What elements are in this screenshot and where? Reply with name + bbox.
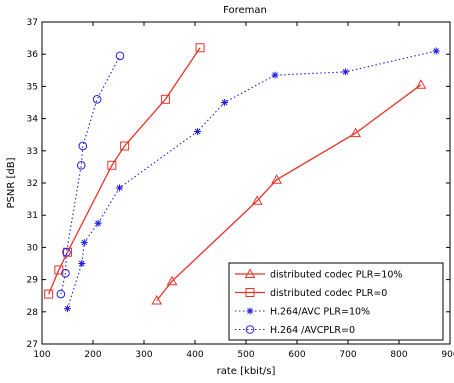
data-point-triangle (350, 127, 362, 138)
y-tick-label: 32 (27, 179, 38, 189)
y-tick-label: 35 (27, 82, 38, 92)
series-layer (44, 43, 440, 313)
data-point-square (120, 141, 130, 151)
x-tick-label: 200 (84, 350, 101, 360)
chart-title: Foreman (223, 5, 267, 16)
legend-label: distributed codec PLR=0 (270, 288, 387, 299)
y-tick-label: 28 (27, 308, 39, 318)
series-4 (56, 51, 125, 299)
data-point-star (271, 71, 279, 79)
legend-marker-square (245, 288, 255, 297)
x-tick-label: 600 (288, 350, 305, 360)
data-point-circle (62, 247, 71, 257)
data-point-circle (115, 51, 125, 61)
data-point-star (78, 260, 86, 267)
data-point-star (432, 47, 440, 55)
x-tick-label: 500 (237, 350, 254, 360)
x-tick-label: 400 (186, 350, 203, 360)
data-point-circle (61, 268, 70, 278)
series-1 (151, 79, 427, 305)
series-line (60, 55, 121, 295)
y-tick-label: 37 (27, 18, 38, 28)
x-tick-label: 100 (33, 350, 50, 360)
y-tick-label: 36 (27, 50, 39, 60)
series-2 (44, 43, 205, 299)
data-point-star (94, 219, 102, 227)
data-point-square (44, 289, 54, 299)
y-axis-label: PSNR [dB] (6, 157, 17, 208)
data-point-circle (76, 160, 86, 170)
data-point-circle (92, 94, 102, 104)
y-tick-label: 34 (27, 115, 39, 125)
data-point-square (160, 94, 170, 104)
legend-marker-triangle (244, 268, 256, 278)
legend-label: H.264/AVC PLR=10% (270, 307, 370, 318)
data-point-star (116, 184, 124, 192)
x-tick-label: 300 (135, 350, 152, 360)
legend-box (228, 262, 444, 341)
legend-label: distributed codec PLR=10% (270, 270, 402, 281)
data-point-triangle (166, 275, 178, 286)
data-point-triangle (415, 79, 427, 89)
x-tick-label: 900 (441, 350, 454, 360)
x-tick-label: 700 (339, 350, 356, 360)
legend-item: distributed codec PLR=10% (235, 268, 402, 281)
data-point-triangle (251, 195, 263, 205)
data-point-triangle (271, 174, 282, 184)
data-point-star (194, 127, 202, 135)
legend: distributed codec PLR=10% distributed cod… (228, 262, 444, 341)
data-point-star (221, 99, 229, 106)
data-point-circle (56, 289, 66, 299)
data-point-star (341, 68, 349, 76)
series-3 (64, 47, 440, 313)
series-line (48, 47, 201, 295)
y-tick-label: 31 (27, 211, 38, 221)
data-point-square (195, 43, 205, 53)
legend-label: H.264 /AVCPLR=0 (270, 325, 355, 336)
data-point-square (107, 160, 117, 170)
x-axis-label: rate [kbit/s] (217, 366, 276, 377)
y-tick-label: 30 (27, 243, 39, 253)
y-tick-label: 29 (27, 276, 39, 286)
y-tick-label: 27 (27, 340, 38, 350)
data-point-star (64, 305, 71, 313)
legend-marker-star (246, 307, 254, 315)
data-point-triangle (151, 295, 163, 305)
y-tick-label: 33 (27, 147, 38, 157)
data-point-star (80, 239, 88, 247)
legend-item: H.264 /AVCPLR=0 (235, 325, 355, 336)
axis-ticks: 100 200 300 400 500 600 700 800 900 27 28 29 30 31 32 3… (27, 18, 454, 360)
legend-marker-circle (245, 325, 255, 334)
x-tick-label: 800 (390, 350, 407, 360)
data-point-circle (78, 141, 88, 151)
legend-item: H.264/AVC PLR=10% (235, 307, 370, 318)
legend-item: distributed codec PLR=0 (235, 288, 387, 299)
